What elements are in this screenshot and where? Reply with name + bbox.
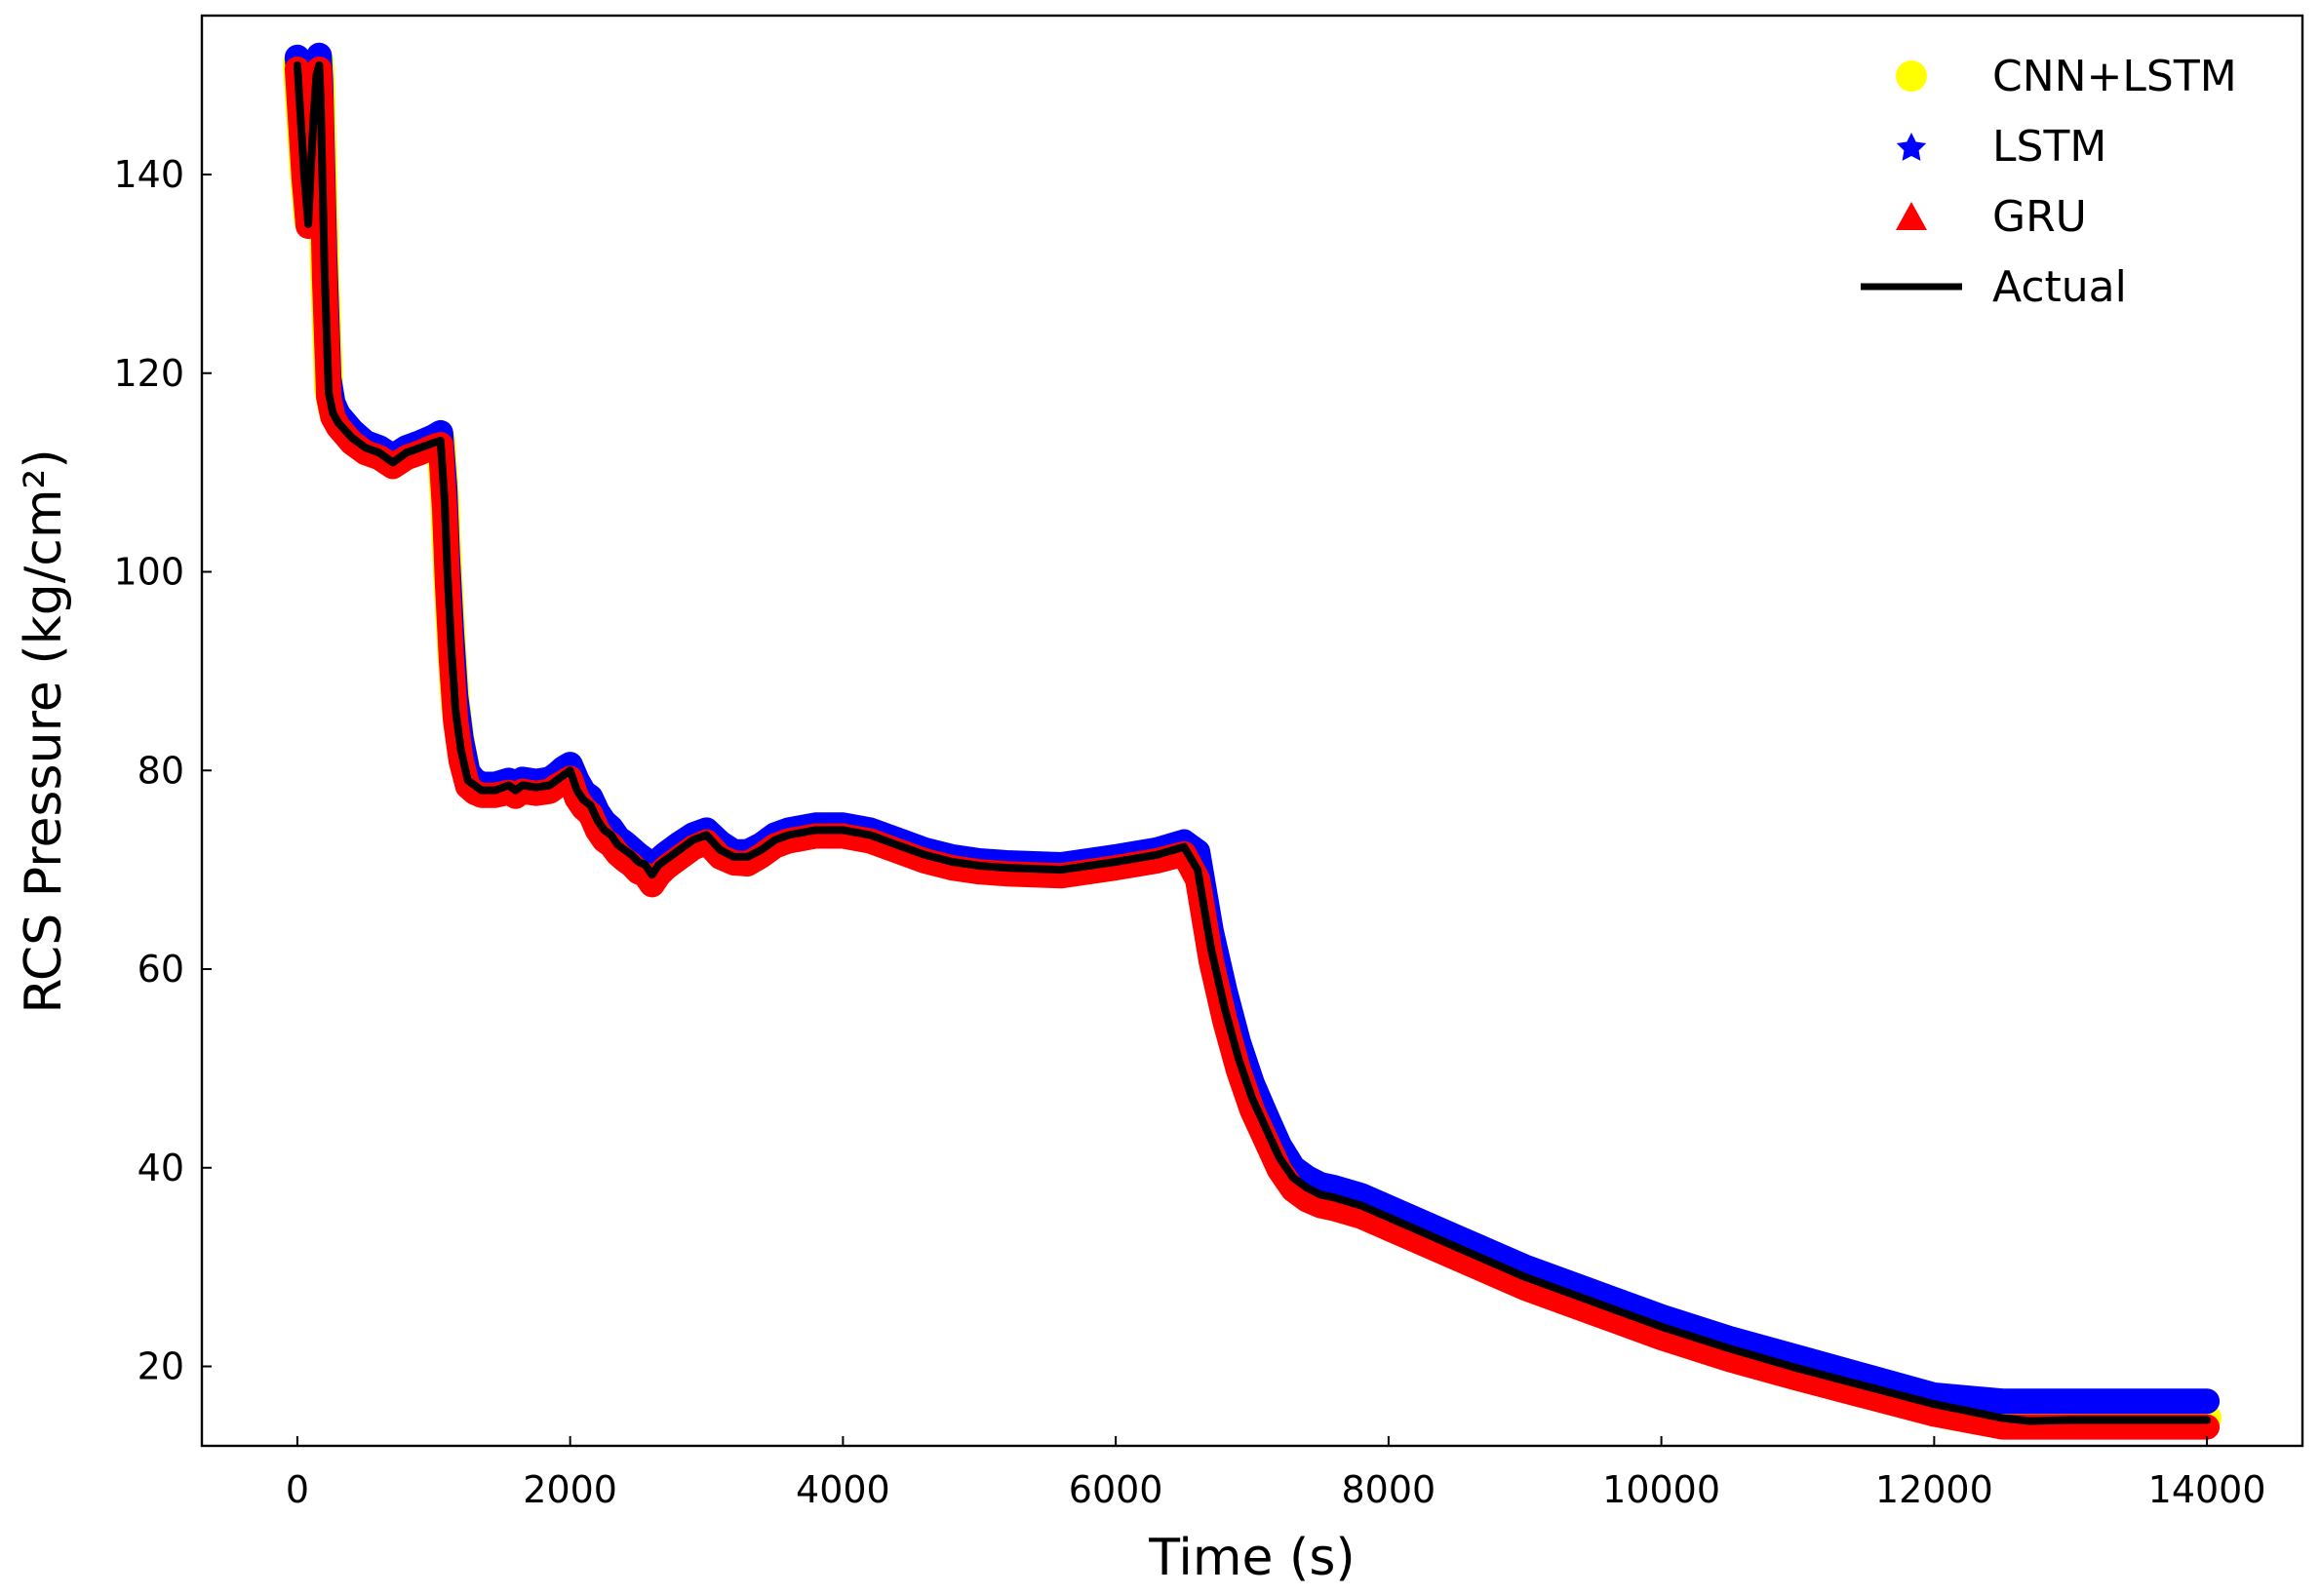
y-tick-label: 40: [138, 1147, 184, 1189]
x-tick-label: 6000: [1069, 1468, 1163, 1511]
y-tick-label: 140: [113, 153, 184, 196]
legend-label-lstm: LSTM: [1992, 122, 2106, 172]
series-actual: [293, 60, 2212, 1425]
legend: CNN+LSTM LSTM GRU Actual: [1861, 52, 2237, 312]
x-tick-label: 8000: [1342, 1468, 1436, 1511]
y-tick-label: 100: [113, 551, 184, 594]
series-layer: [282, 42, 2222, 1440]
y-tick-label: 120: [113, 352, 184, 395]
x-tick-label: 14000: [2148, 1468, 2266, 1511]
ticks-layer: 0 2000 4000 6000 8000 10000 12000 14000 20 40 60 80…: [113, 153, 2265, 1511]
legend-marker-gru: [1896, 202, 1927, 230]
series-gru: [284, 57, 2221, 1440]
y-tick-label: 20: [138, 1345, 184, 1388]
x-tick-label: 0: [286, 1468, 309, 1511]
x-axis-label: Time (s): [1148, 1529, 1355, 1587]
legend-label-gru: GRU: [1992, 192, 2087, 242]
legend-marker-lstm: [1896, 133, 1927, 161]
y-axis-label: RCS Pressure (kg/cm²): [15, 448, 73, 1013]
plot-frame: [200, 14, 2304, 1448]
legend-marker-cnn-lstm: [1896, 60, 1927, 92]
legend-label-cnn-lstm: CNN+LSTM: [1992, 52, 2237, 101]
y-tick-label: 60: [138, 948, 184, 991]
y-tick-label: 80: [138, 749, 184, 792]
x-tick-label: 4000: [796, 1468, 890, 1511]
x-tick-label: 10000: [1602, 1468, 1720, 1511]
legend-label-actual: Actual: [1992, 262, 2127, 312]
x-tick-label: 2000: [523, 1468, 617, 1511]
x-tick-label: 12000: [1875, 1468, 1993, 1511]
